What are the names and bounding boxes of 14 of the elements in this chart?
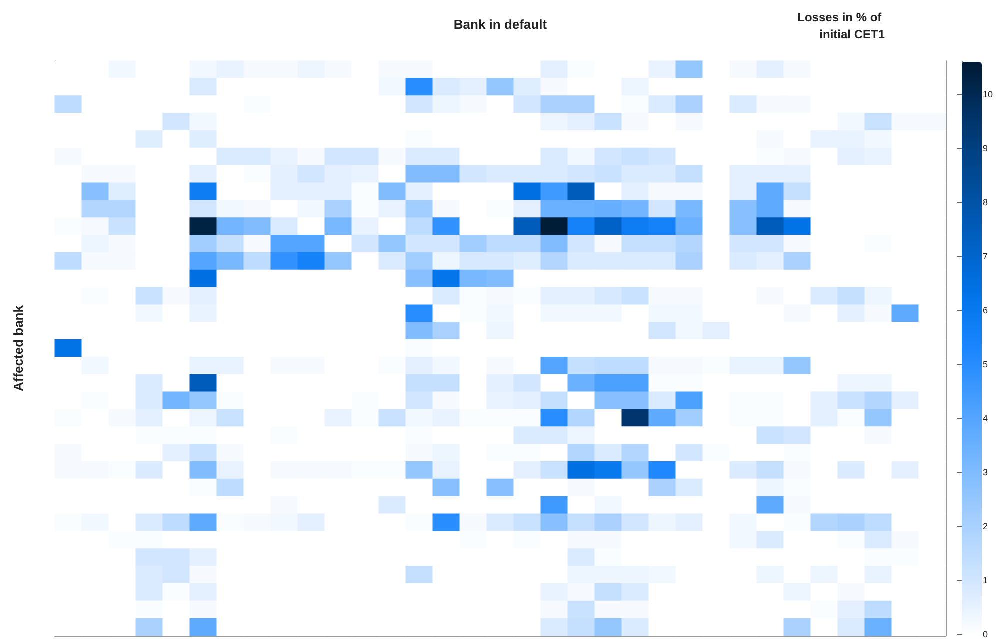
color-bar-label: 8: [982, 197, 988, 208]
color-bar-label: 9: [982, 143, 988, 154]
y-axis-title: Affected bank: [11, 304, 26, 392]
color-bar-label: 0: [982, 630, 988, 639]
x-axis-title: Bank in default: [454, 17, 548, 32]
color-bar-label: 6: [982, 305, 988, 316]
color-bar-label: 7: [982, 251, 988, 262]
color-bar-title: Losses in % of initial CET1: [798, 10, 886, 42]
color-bar-label: 3: [982, 467, 988, 478]
color-bar-label: 4: [982, 413, 988, 424]
color-bar-label: 2: [982, 521, 988, 532]
color-bar-label: 1: [982, 575, 988, 586]
color-bar-label: 10: [982, 89, 994, 100]
color-bar-label: 5: [982, 359, 988, 370]
